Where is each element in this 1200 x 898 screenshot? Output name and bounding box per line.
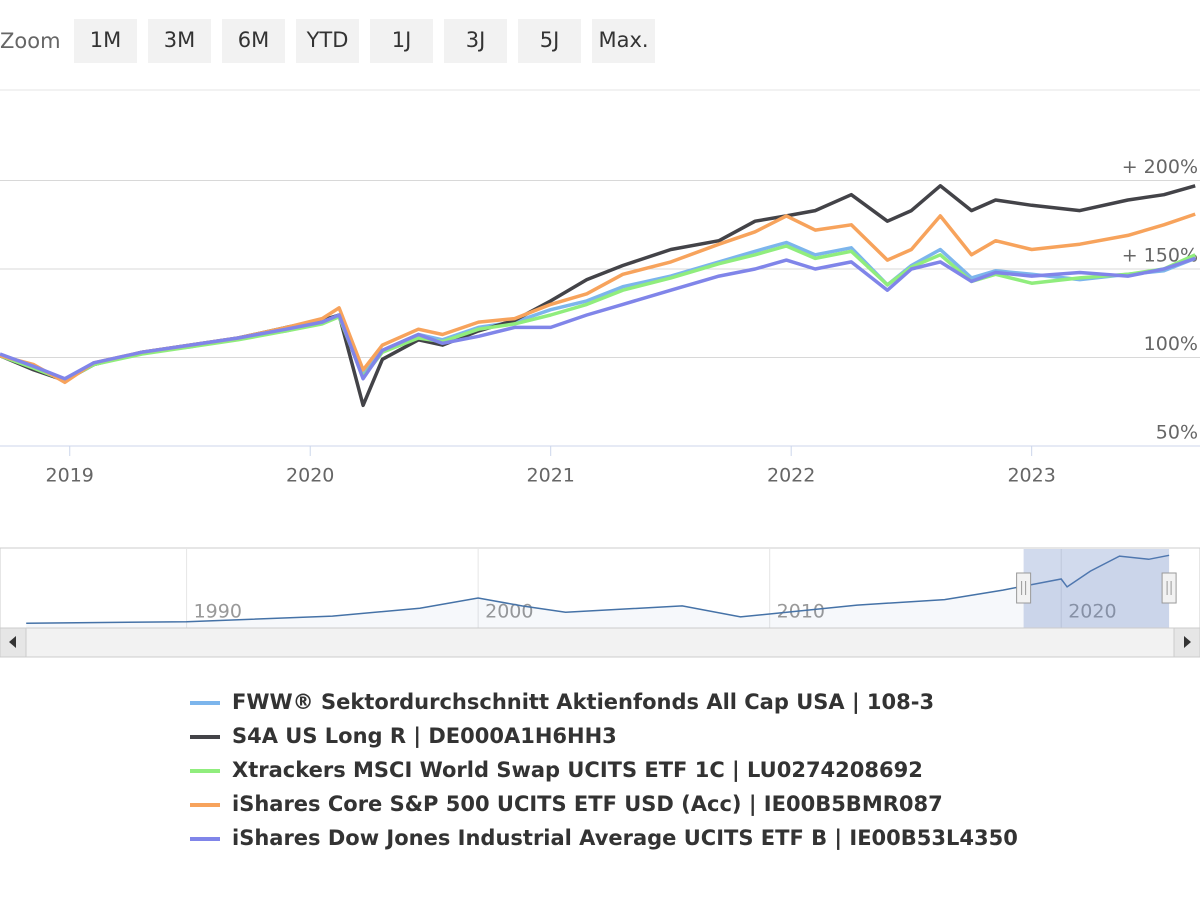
series-line — [0, 256, 1196, 381]
grid: 50%100%+ 150%+ 200%2019 2020 2021 2022 2023 — [0, 156, 1200, 487]
button-bg — [148, 19, 211, 63]
button-bg — [518, 19, 581, 63]
navigator-tick-label: 2020 — [1068, 601, 1116, 623]
legend-item[interactable]: S4A US Long R | DE000A1H6HH3 — [190, 724, 617, 749]
navigator-area — [26, 555, 1170, 628]
handle-grip — [1166, 581, 1172, 595]
y-tick-label: + 200% — [1122, 156, 1198, 178]
button-bg — [74, 19, 137, 63]
navigator-handle[interactable] — [1016, 572, 1032, 604]
y-tick-label: 50% — [1156, 422, 1198, 444]
navigator-line — [26, 554, 1170, 625]
zoom-button[interactable]: 1J — [370, 19, 433, 63]
legend-label: iShares Core S&P 500 UCITS ETF USD (Acc)… — [232, 792, 943, 817]
zoom-button[interactable]: YTD — [296, 19, 359, 63]
x-tick-label: 2023 — [1007, 465, 1055, 487]
handle-grip — [1021, 581, 1027, 595]
legend-item[interactable]: iShares Core S&P 500 UCITS ETF USD (Acc)… — [190, 792, 943, 817]
button-bg — [370, 19, 433, 63]
button-label: YTD — [306, 28, 349, 52]
legend-label: FWW® Sektordurchschnitt Aktienfonds All … — [232, 690, 934, 715]
x-tick-label: 2022 — [767, 465, 815, 487]
legend-item[interactable]: iShares Dow Jones Industrial Average UCI… — [190, 826, 1018, 851]
legend-item[interactable]: Xtrackers MSCI World Swap UCITS ETF 1C |… — [190, 758, 923, 783]
legend-item[interactable]: FWW® Sektordurchschnitt Aktienfonds All … — [190, 690, 934, 715]
button-label: 5J — [540, 28, 560, 52]
x-tick-label: 2020 — [286, 465, 334, 487]
arrow-right — [1184, 636, 1191, 648]
button-label: 6M — [238, 28, 269, 52]
button-bg — [592, 19, 655, 63]
legend-label: iShares Dow Jones Industrial Average UCI… — [232, 826, 1018, 851]
y-tick-label: 100% — [1144, 333, 1198, 355]
zoom-button[interactable]: 6M — [222, 19, 285, 63]
arrow-left — [9, 636, 16, 648]
plot-lines — [0, 184, 1196, 408]
button-label: 3J — [466, 28, 486, 52]
button-bg — [296, 19, 359, 63]
x-tick-label: 2019 — [46, 465, 94, 487]
zoom-button[interactable]: Max. — [592, 19, 655, 63]
zoom-button[interactable]: 5J — [518, 19, 581, 63]
zoom-button[interactable]: 3M — [148, 19, 211, 63]
navigator-tick-label: 1990 — [194, 601, 242, 623]
button-label: 3M — [164, 28, 195, 52]
button-bg — [222, 19, 285, 63]
zoom-label: Zoom — [0, 29, 61, 53]
zoom-button[interactable]: 3J — [444, 19, 507, 63]
legend-label: Xtrackers MSCI World Swap UCITS ETF 1C |… — [232, 758, 923, 783]
x-tick-label: 2021 — [527, 465, 575, 487]
button-bg — [444, 19, 507, 63]
navigator-handle[interactable] — [1161, 572, 1177, 604]
scrollbar[interactable] — [0, 627, 1200, 658]
button-label: Max. — [598, 28, 648, 52]
legend: FWW® Sektordurchschnitt Aktienfonds All … — [190, 690, 1018, 851]
button-label: 1J — [392, 28, 412, 52]
button-label: 1M — [90, 28, 121, 52]
navigator-selection[interactable] — [1023, 549, 1170, 628]
legend-label: S4A US Long R | DE000A1H6HH3 — [232, 724, 617, 749]
zoom-buttons: 1M 3M 6M YTD 1J 3J 5J Max. — [74, 19, 655, 63]
zoom-button[interactable]: 1M — [74, 19, 137, 63]
